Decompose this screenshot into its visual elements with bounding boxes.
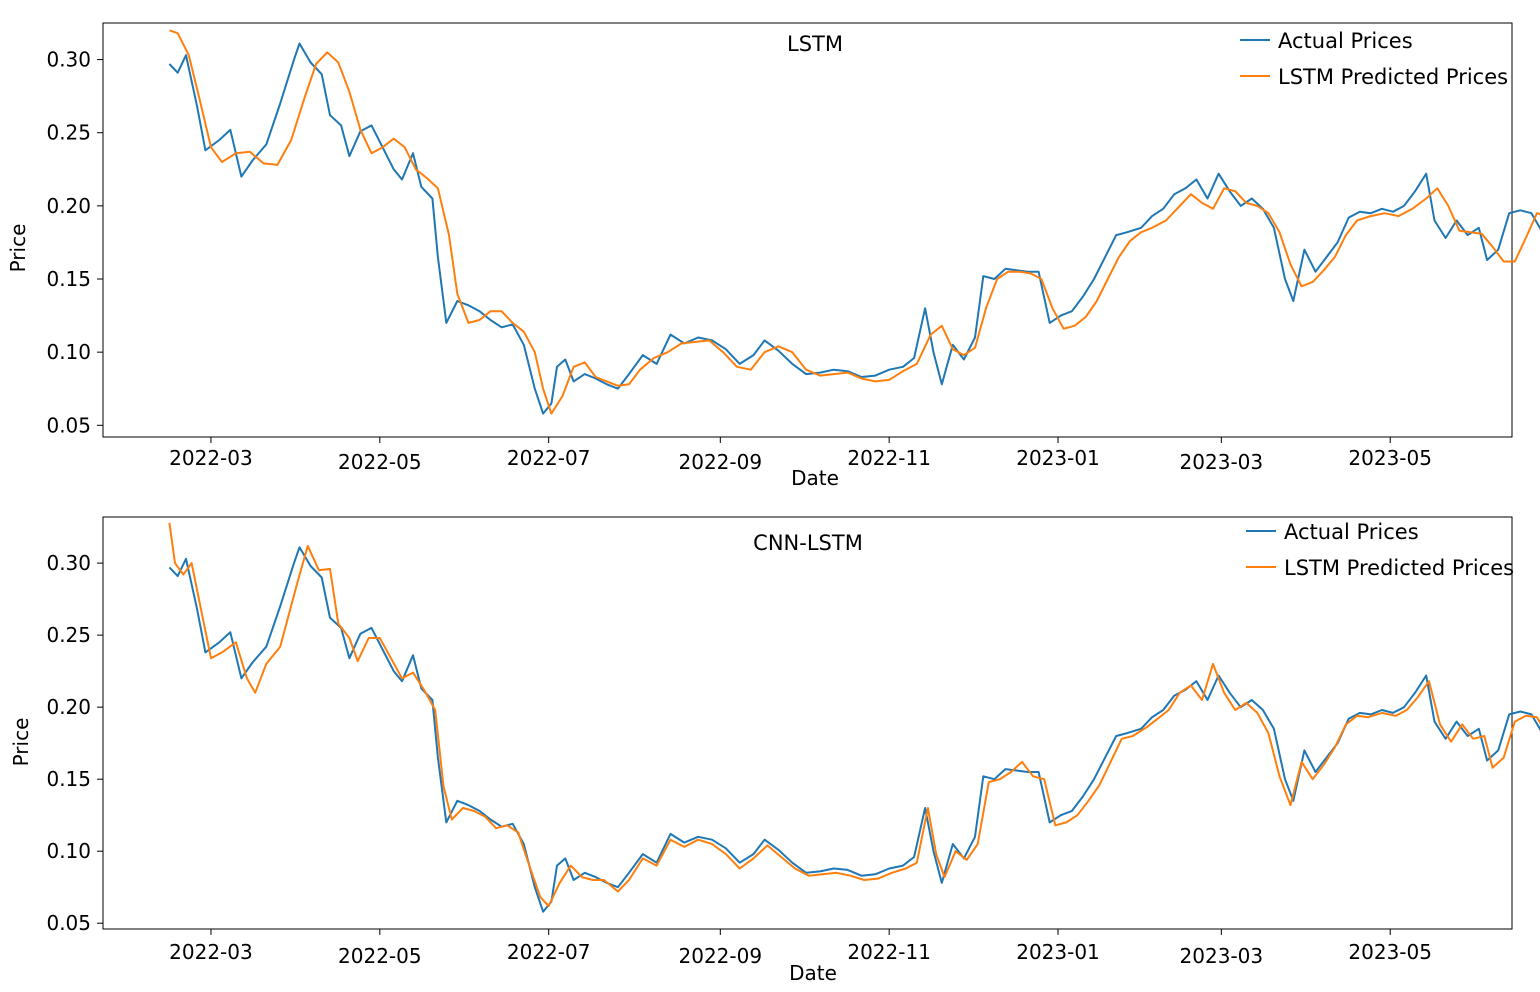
x-tick-label: 2022-07 (507, 446, 591, 470)
legend-entry: LSTM Predicted Prices (1240, 65, 1508, 89)
x-axis-title: Date (789, 961, 837, 985)
x-tick-label: 2023-05 (1348, 446, 1432, 470)
x-axis-title: Date (791, 466, 839, 490)
y-tick-label: 0.05 (46, 911, 91, 935)
y-tick-label: 0.20 (46, 695, 91, 719)
x-tick-label: 2022-11 (847, 940, 931, 964)
legend-entry: Actual Prices (1240, 29, 1413, 53)
series-line-predicted (168, 522, 1540, 907)
y-tick-label: 0.10 (46, 340, 91, 364)
y-tick-label: 0.30 (46, 551, 91, 575)
legend-label: LSTM Predicted Prices (1278, 65, 1508, 89)
y-tick-label: 0.10 (46, 839, 91, 863)
chart-title: LSTM (787, 32, 843, 56)
chart-panel-1: 0.05 0.10 0.15 0.20 0.25 0.30 2022-03 2022-05 20… (6, 22, 1540, 490)
x-tick-label: 2022-03 (169, 940, 253, 964)
x-tick-label: 2022-05 (338, 944, 422, 968)
legend-label: Actual Prices (1284, 520, 1419, 544)
x-tick-label: 2022-11 (847, 446, 931, 470)
y-axis-title: Price (9, 718, 33, 767)
x-tick-label: 2023-03 (1180, 450, 1264, 474)
legend-entry: LSTM Predicted Prices (1246, 556, 1514, 580)
series-line-actual (168, 546, 1540, 913)
plot-frame (102, 516, 1513, 930)
x-tick-label: 2022-03 (169, 446, 253, 470)
chart-title: CNN-LSTM (753, 531, 863, 555)
legend-entry: Actual Prices (1246, 520, 1419, 544)
x-tick-label: 2023-01 (1016, 940, 1100, 964)
legend-label: Actual Prices (1278, 29, 1413, 53)
legend-label: LSTM Predicted Prices (1284, 556, 1514, 580)
x-tick-label: 2022-09 (679, 944, 763, 968)
y-tick-label: 0.25 (46, 623, 91, 647)
plot-frame (102, 22, 1513, 438)
series-line-predicted (169, 29, 1540, 415)
y-tick-label: 0.15 (46, 767, 91, 791)
y-tick-label: 0.25 (46, 121, 91, 145)
y-tick-label: 0.30 (46, 48, 91, 72)
x-tick-label: 2023-05 (1348, 940, 1432, 964)
y-axis-title: Price (6, 224, 30, 273)
x-tick-label: 2023-03 (1180, 944, 1264, 968)
x-tick-label: 2022-05 (338, 450, 422, 474)
chart-panel-2: 0.05 0.10 0.15 0.20 0.25 0.30 2022-03 2022-05 20… (9, 516, 1540, 985)
x-tick-label: 2023-01 (1016, 446, 1100, 470)
y-tick-label: 0.15 (46, 267, 91, 291)
x-tick-label: 2022-09 (679, 450, 763, 474)
x-tick-label: 2022-07 (507, 940, 591, 964)
series-line-actual (168, 42, 1540, 415)
y-tick-label: 0.05 (46, 413, 91, 437)
y-tick-label: 0.20 (46, 194, 91, 218)
